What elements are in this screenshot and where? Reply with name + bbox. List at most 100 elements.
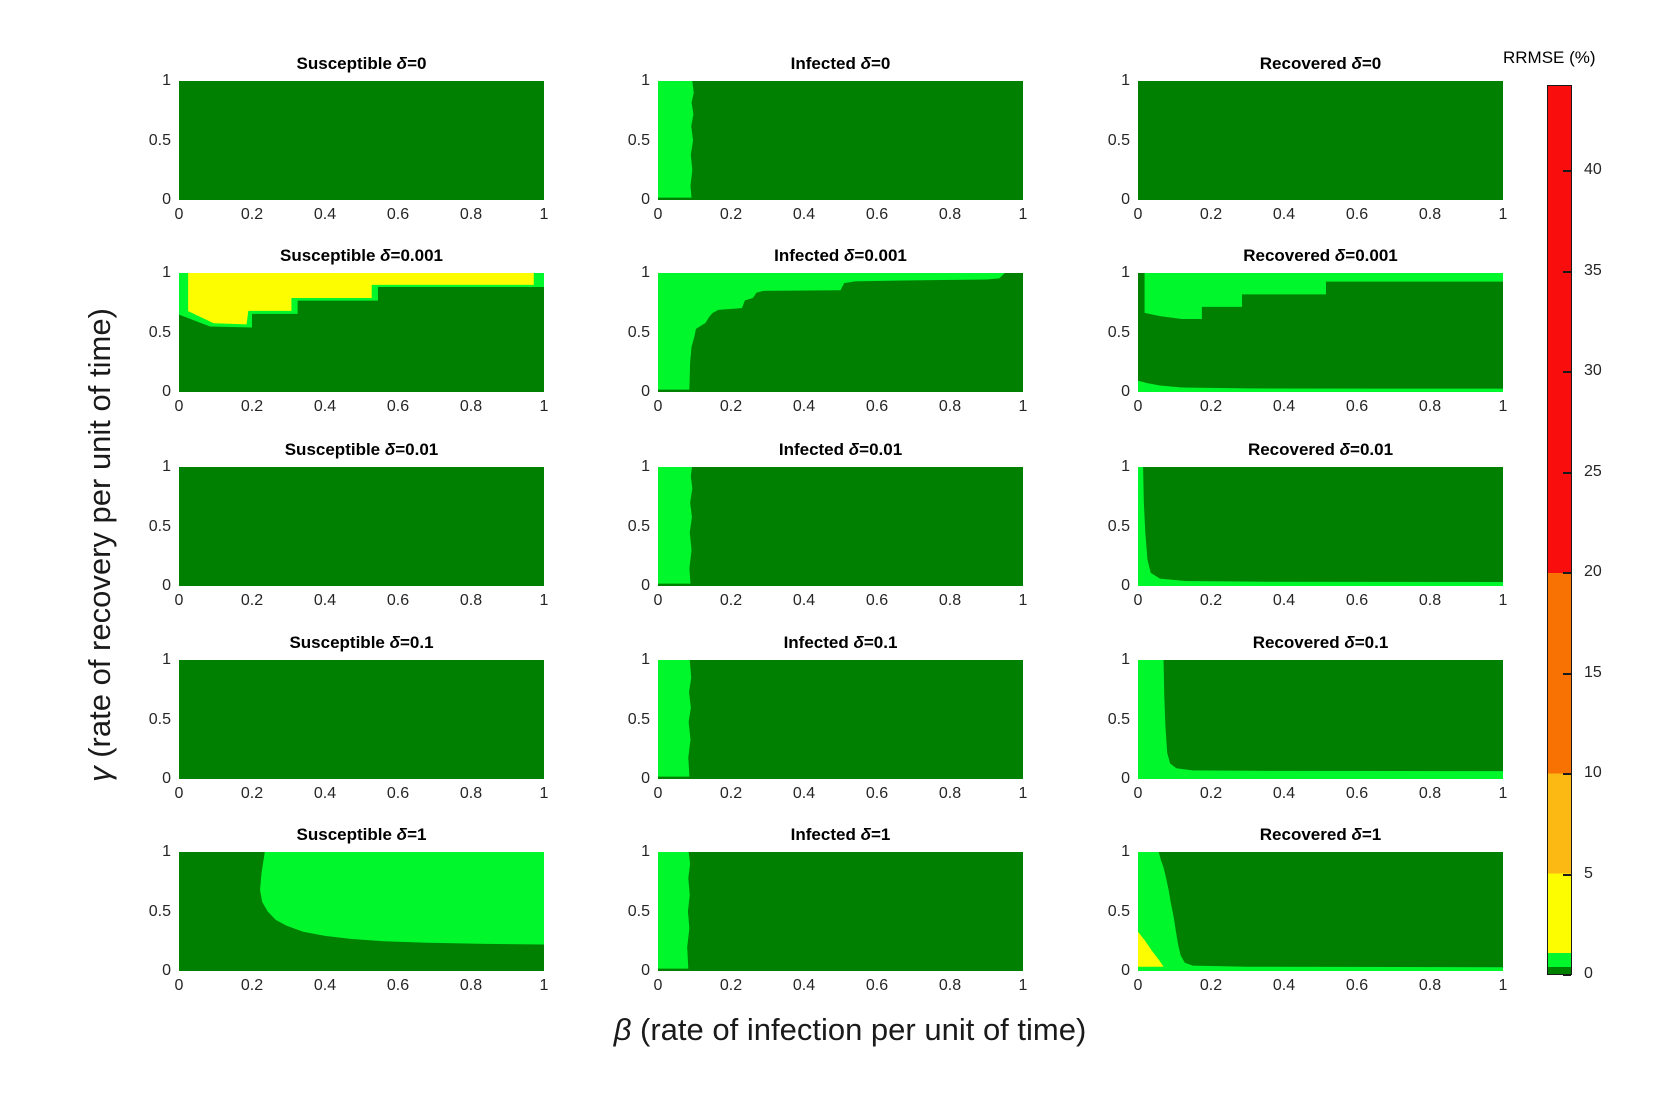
heatmap-region-yellow bbox=[188, 273, 534, 325]
colorbar-tick-mark bbox=[1563, 974, 1571, 976]
x-tick-label: 0.4 bbox=[313, 977, 337, 994]
x-tick-label: 0.4 bbox=[792, 398, 816, 415]
x-tick-label: 0.2 bbox=[719, 785, 743, 802]
y-axis-label-text: (rate of recovery per unit of time) bbox=[82, 308, 117, 767]
subplot-title-delta-value: =0.1 bbox=[1354, 633, 1389, 652]
y-tick-label: 0 bbox=[641, 962, 650, 979]
colorbar-tick-label: 5 bbox=[1584, 864, 1593, 882]
colorbar-tick-mark bbox=[1563, 672, 1571, 675]
colorbar-tick-label: 10 bbox=[1584, 764, 1602, 782]
x-tick-label: 0 bbox=[174, 592, 184, 609]
subplot-title-delta-value: =0.01 bbox=[1350, 440, 1394, 459]
heatmap-region-bright-green bbox=[658, 273, 1005, 390]
subplot-title-compartment: Recovered bbox=[1259, 54, 1352, 73]
y-tick-label: 1 bbox=[162, 843, 171, 860]
colorbar-tick-label: 20 bbox=[1584, 563, 1602, 581]
x-tick-label: 0.6 bbox=[386, 592, 410, 609]
colorbar-tick-mark bbox=[1563, 270, 1571, 273]
x-tick-label: 0 bbox=[174, 206, 184, 223]
x-tick-label: 0 bbox=[653, 206, 663, 223]
x-tick-label: 0.8 bbox=[1418, 977, 1442, 994]
subplot-title-delta-value: =0.01 bbox=[859, 440, 903, 459]
x-tick-label: 1 bbox=[1018, 977, 1028, 994]
y-tick-label: 0 bbox=[162, 577, 171, 594]
x-tick-label: 0 bbox=[653, 592, 663, 609]
colorbar bbox=[1547, 85, 1572, 975]
x-tick-label: 0.6 bbox=[386, 977, 410, 994]
x-tick-label: 0 bbox=[174, 785, 184, 802]
y-tick-label: 0 bbox=[162, 962, 171, 979]
delta-symbol: δ bbox=[853, 633, 864, 652]
subplot-title-delta-value: =0.1 bbox=[399, 633, 434, 652]
x-tick-label: 1 bbox=[1018, 398, 1028, 415]
x-tick-label: 0.6 bbox=[386, 206, 410, 223]
delta-symbol: δ bbox=[1351, 54, 1362, 73]
x-tick-label: 0.2 bbox=[240, 206, 264, 223]
heatmap-recovered-delta-0 bbox=[1138, 81, 1503, 200]
x-tick-label: 1 bbox=[539, 592, 549, 609]
heatmap-susceptible-delta-0 bbox=[179, 81, 544, 200]
x-tick-label: 0.6 bbox=[1345, 398, 1369, 415]
y-tick-label: 0 bbox=[641, 577, 650, 594]
heatmap-base-region bbox=[658, 852, 1023, 971]
x-tick-label: 0.8 bbox=[1418, 398, 1442, 415]
heatmap-infected-delta-1 bbox=[658, 852, 1023, 971]
colorbar-tick-label: 35 bbox=[1584, 261, 1602, 279]
x-tick-label: 0.8 bbox=[938, 398, 962, 415]
x-tick-label: 0.4 bbox=[313, 785, 337, 802]
subplot-title-recovered-delta-0p1: Recovered δ=0.1 bbox=[1138, 633, 1503, 653]
heatmap-recovered-delta-0p001 bbox=[1138, 273, 1503, 392]
colorbar-tick-mark bbox=[1563, 773, 1571, 776]
delta-symbol: δ bbox=[1339, 440, 1351, 459]
x-tick-label: 0.4 bbox=[1272, 592, 1296, 609]
subplot-title-recovered-delta-0: Recovered δ=0 bbox=[1138, 54, 1503, 74]
y-tick-label: 1 bbox=[641, 651, 650, 668]
y-axis-label: γ (rate of recovery per unit of time) bbox=[82, 308, 118, 782]
x-tick-label: 0.6 bbox=[1345, 206, 1369, 223]
x-tick-label: 0.2 bbox=[240, 592, 264, 609]
delta-symbol: δ bbox=[1334, 246, 1346, 265]
heatmap-base-region bbox=[1138, 81, 1503, 200]
x-tick-label: 0 bbox=[653, 977, 663, 994]
x-tick-label: 0 bbox=[1133, 592, 1143, 609]
colorbar-tick-mark bbox=[1563, 873, 1571, 876]
x-tick-label: 0.4 bbox=[792, 977, 816, 994]
x-tick-label: 0.6 bbox=[865, 785, 889, 802]
subplot-title-compartment: Recovered bbox=[1247, 440, 1340, 459]
subplot-title-delta-value: =0 bbox=[407, 54, 427, 73]
x-tick-label: 1 bbox=[1498, 206, 1508, 223]
y-tick-label: 0.5 bbox=[148, 517, 171, 535]
y-tick-label: 0.5 bbox=[627, 902, 650, 920]
subplot-title-compartment: Susceptible bbox=[279, 246, 381, 265]
y-tick-label: 1 bbox=[162, 264, 171, 281]
colorbar-tick-label: 30 bbox=[1584, 362, 1602, 380]
subplot-title-infected-delta-0p001: Infected δ=0.001 bbox=[658, 246, 1023, 266]
heatmap-region-bright-green bbox=[1138, 380, 1503, 392]
heatmap-base-region bbox=[179, 660, 544, 779]
y-tick-label: 1 bbox=[641, 843, 650, 860]
x-tick-label: 0.8 bbox=[1418, 592, 1442, 609]
heatmap-recovered-delta-0p01 bbox=[1138, 467, 1503, 586]
delta-symbol: δ bbox=[384, 440, 396, 459]
colorbar-tick-label: 0 bbox=[1584, 965, 1593, 982]
y-tick-label: 1 bbox=[162, 651, 171, 668]
colorbar-tick-mark bbox=[1563, 471, 1571, 474]
x-tick-label: 0.4 bbox=[792, 592, 816, 609]
colorbar-tick-label: 15 bbox=[1584, 663, 1602, 681]
x-axis-label-text: (rate of infection per unit of time) bbox=[631, 1012, 1087, 1047]
subplot-title-delta-value: =1 bbox=[870, 825, 891, 844]
x-tick-label: 0 bbox=[653, 398, 663, 415]
y-tick-label: 0.5 bbox=[627, 710, 650, 728]
subplot-title-delta-value: =0.001 bbox=[854, 246, 907, 265]
subplot-title-recovered-delta-0p001: Recovered δ=0.001 bbox=[1138, 246, 1503, 266]
delta-symbol: δ bbox=[396, 54, 408, 73]
x-tick-label: 0.2 bbox=[719, 398, 743, 415]
x-tick-label: 0.6 bbox=[386, 785, 410, 802]
heatmap-region-bright-green bbox=[658, 660, 692, 777]
heatmap-base-region bbox=[658, 81, 1023, 200]
subplot-title-delta-value: =0.1 bbox=[863, 633, 898, 652]
gamma-symbol: γ bbox=[82, 766, 117, 782]
x-tick-label: 1 bbox=[539, 785, 549, 802]
x-tick-label: 0.4 bbox=[1272, 785, 1296, 802]
heatmap-infected-delta-0p01 bbox=[658, 467, 1023, 586]
